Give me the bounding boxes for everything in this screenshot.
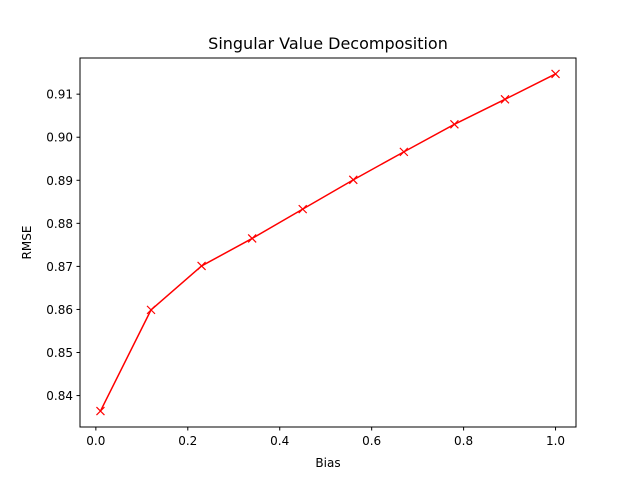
data-point-marker: [500, 94, 510, 104]
data-point-marker: [146, 305, 156, 315]
y-axis: 0.84 0.85 0.86 0.87 0.88 0.89 0.90 0.91: [46, 88, 80, 403]
y-tick-label: 0.91: [46, 88, 73, 102]
plot-frame: [79, 57, 577, 428]
x-tick-label: 0.8: [454, 434, 473, 448]
data-point-marker: [96, 406, 105, 416]
data-point-marker: [348, 175, 358, 185]
series-line: [99, 73, 556, 412]
data-point-marker: [399, 147, 409, 157]
data-point-marker: [449, 119, 459, 129]
x-tick-label: 0.2: [178, 434, 197, 448]
series-layer: [96, 69, 560, 416]
y-tick-label: 0.87: [46, 260, 73, 274]
y-tick-label: 0.88: [46, 217, 73, 231]
x-tick-label: 0.0: [86, 434, 105, 448]
y-tick-label: 0.84: [46, 389, 73, 403]
data-point-marker: [247, 233, 257, 243]
data-point-marker: [197, 261, 207, 271]
chart-title: Singular Value Decomposition: [208, 34, 448, 53]
x-axis: 0.0 0.2 0.4 0.6 0.8 1.0: [86, 427, 565, 448]
y-tick-label: 0.85: [46, 346, 73, 360]
data-point-marker: [551, 69, 560, 79]
x-tick-label: 0.4: [270, 434, 289, 448]
x-tick-label: 0.6: [362, 434, 381, 448]
y-axis-label: RMSE: [20, 226, 34, 260]
y-tick-label: 0.89: [46, 174, 73, 188]
x-tick-label: 1.0: [546, 434, 565, 448]
y-tick-label: 0.90: [46, 131, 73, 145]
data-point-marker: [298, 204, 308, 214]
y-tick-label: 0.86: [46, 303, 73, 317]
x-axis-label: Bias: [315, 456, 340, 470]
